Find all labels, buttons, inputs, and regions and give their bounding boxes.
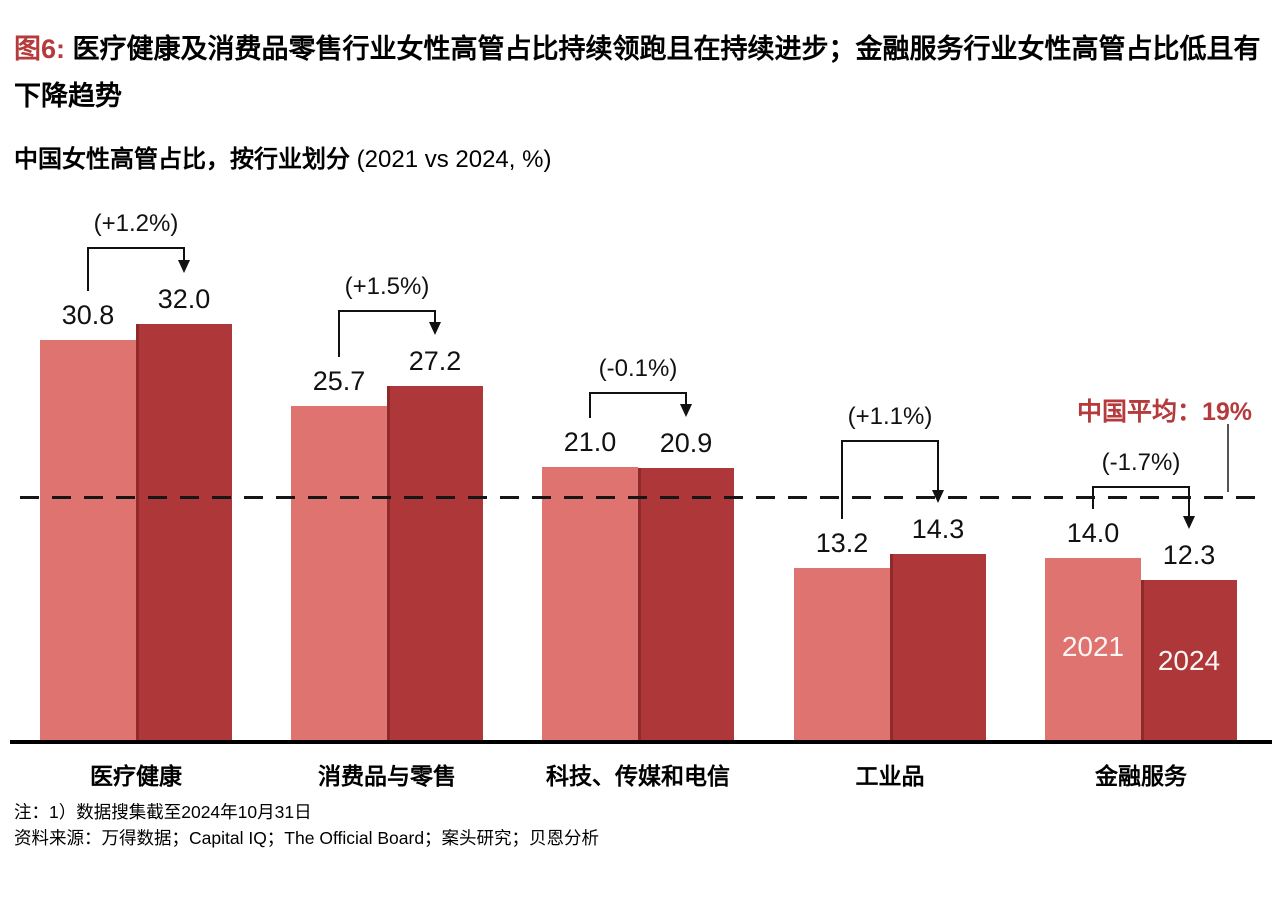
bracket-arrow-head-2 <box>429 322 441 336</box>
bracket-horizontal-2 <box>339 310 435 312</box>
china-average-text: 中国平均： <box>1076 398 1202 426</box>
value-2021-2: 25.7 <box>312 365 366 396</box>
average-pointer-line <box>1227 424 1229 492</box>
figure-title-text: 医疗健康及消费品零售行业女性高管占比持续领跑且在持续进步；金融服务行业女性高管占… <box>14 34 1261 111</box>
bracket-left-tick-2 <box>338 310 340 357</box>
bracket-arrow-head-1 <box>178 260 190 273</box>
bar-2024-3 <box>638 468 734 742</box>
value-2024-3: 20.9 <box>659 428 713 459</box>
category-label-4: 工业品 <box>855 763 925 789</box>
value-2021-4: 13.2 <box>815 528 869 559</box>
bracket-arrow-shaft-5 <box>1188 486 1190 517</box>
change-annotation-3: (-0.1%) <box>598 355 678 382</box>
bar-2021-5 <box>1045 558 1141 742</box>
bar-2024-5 <box>1141 580 1237 742</box>
bar-2024-2 <box>387 386 483 742</box>
bracket-arrow-shaft-1 <box>183 247 185 260</box>
value-2024-1: 32.0 <box>157 284 211 314</box>
bar-2021-1 <box>40 339 136 742</box>
figure-title: 图6: 医疗健康及消费品零售行业女性高管占比持续领跑且在持续进步；金融服务行业女… <box>14 26 1268 120</box>
value-2024-5: 12.3 <box>1162 540 1216 571</box>
footnotes: 注：1）数据搜集截至2024年10月31日 资料来源：万得数据；Capital … <box>14 799 599 851</box>
bracket-horizontal-5 <box>1093 486 1189 488</box>
bracket-left-tick-1 <box>87 247 89 291</box>
chart-subtitle-cn: 中国女性高管占比，按行业划分 <box>14 146 357 173</box>
bracket-arrow-shaft-4 <box>937 440 939 491</box>
chart-subtitle-units: (2021 vs 2024, %) <box>356 146 552 173</box>
value-2021-5: 14.0 <box>1066 518 1120 548</box>
bracket-left-tick-4 <box>841 440 843 520</box>
bracket-horizontal-4 <box>842 440 938 442</box>
figure-number-label: 图6: <box>14 34 66 64</box>
footnote-data-cutoff: 注：1）数据搜集截至2024年10月31日 <box>14 802 312 822</box>
footnote-source: 资料来源：万得数据；Capital IQ；The Official Board；… <box>14 828 600 848</box>
chart-subtitle: 中国女性高管占比，按行业划分 (2021 vs 2024, %) <box>14 139 1014 174</box>
china-average-label: 中国平均：19% <box>1000 392 1252 428</box>
change-annotation-4: (+1.1%) <box>847 403 933 430</box>
bracket-arrow-shaft-2 <box>434 310 436 323</box>
series-label-2024: 2024 <box>1157 645 1221 676</box>
change-annotation-1: (+1.2%) <box>93 210 179 237</box>
x-axis-line <box>10 740 1272 744</box>
category-label-3: 科技、传媒和电信 <box>546 763 730 789</box>
bracket-arrow-head-3 <box>680 404 692 418</box>
bracket-left-tick-3 <box>589 392 591 418</box>
bar-2021-3 <box>542 467 638 742</box>
average-reference-line <box>20 496 1256 499</box>
category-label-2: 消费品与零售 <box>318 763 456 789</box>
value-2024-4: 14.3 <box>911 514 965 545</box>
bar-2021-2 <box>291 405 387 742</box>
series-label-2021: 2021 <box>1061 631 1125 662</box>
category-label-1: 医疗健康 <box>90 763 182 789</box>
bracket-horizontal-3 <box>590 392 686 394</box>
bar-2021-4 <box>794 568 890 742</box>
china-average-value: 19% <box>1201 398 1252 426</box>
bar-2024-4 <box>890 554 986 742</box>
value-2024-2: 27.2 <box>408 346 462 377</box>
value-2021-1: 30.8 <box>61 299 115 330</box>
bracket-arrow-shaft-3 <box>685 392 687 405</box>
change-annotation-5: (-1.7%) <box>1101 449 1181 476</box>
bar-2024-1 <box>136 324 232 742</box>
category-label-5: 金融服务 <box>1095 763 1187 789</box>
bracket-horizontal-1 <box>88 247 184 249</box>
bracket-arrow-head-5 <box>1183 516 1195 530</box>
value-2021-3: 21.0 <box>563 427 617 457</box>
change-annotation-2: (+1.5%) <box>344 273 430 300</box>
